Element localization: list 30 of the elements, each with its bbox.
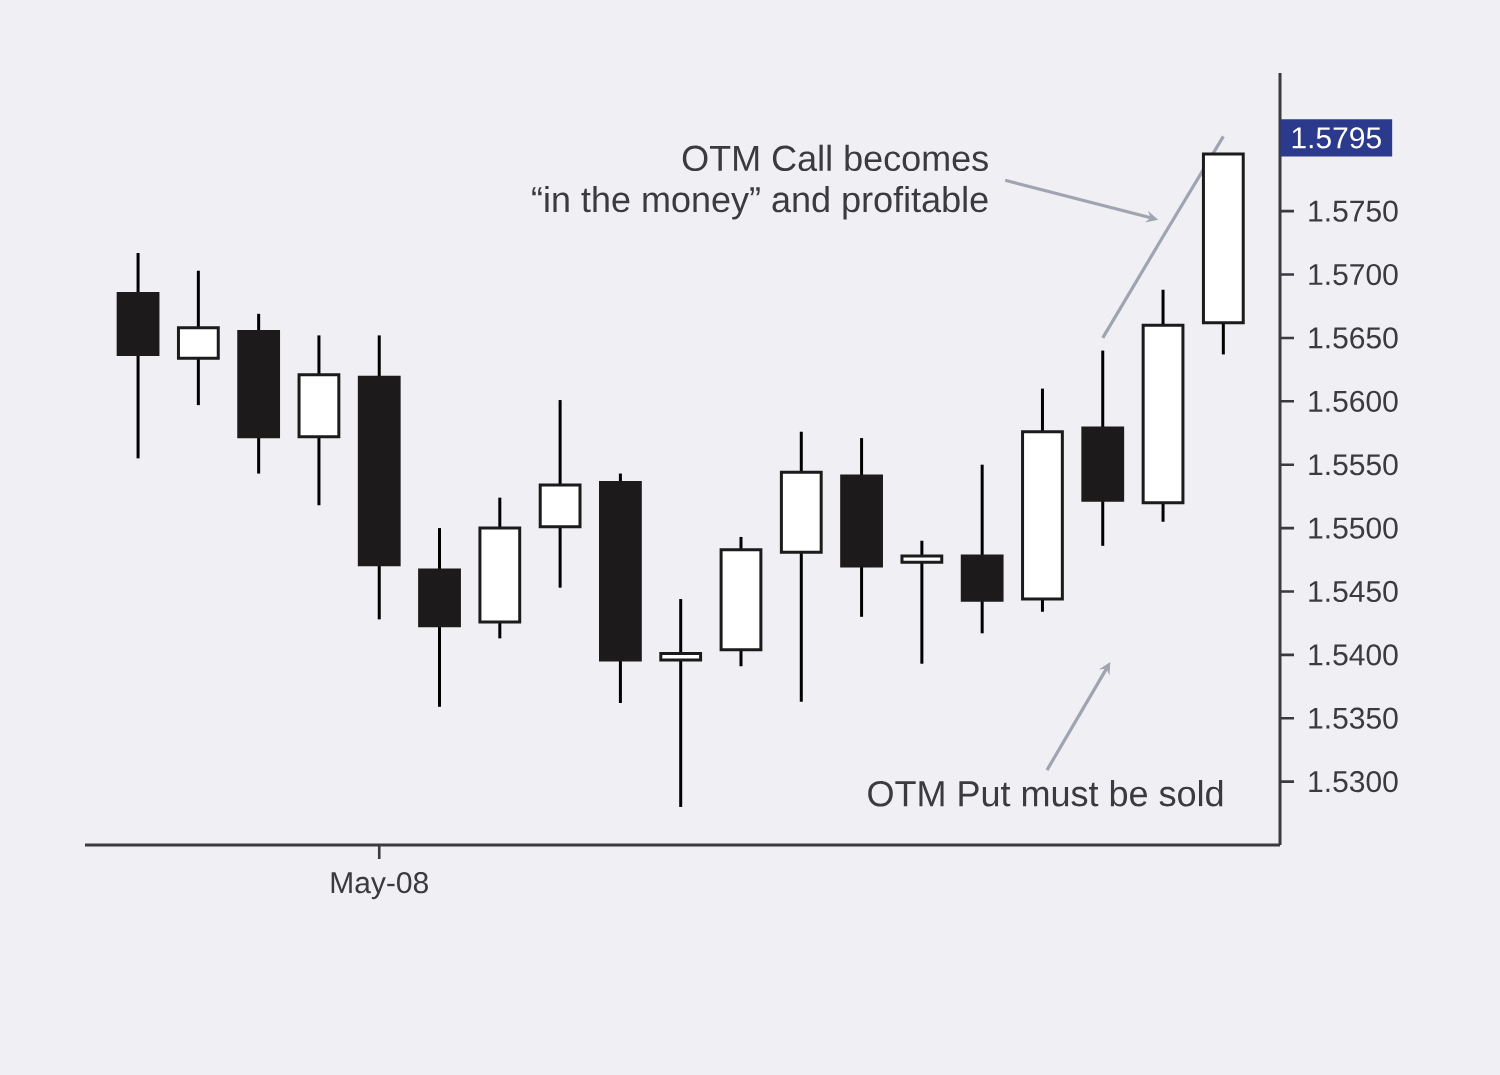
candlestick <box>237 312 281 474</box>
candlestick <box>418 528 461 707</box>
y-tick-label: 1.5550 <box>1309 454 1398 476</box>
candlestick <box>840 438 883 617</box>
candlestick <box>1081 350 1125 546</box>
candlestick <box>357 335 401 620</box>
x-tick-label: May-08 <box>331 872 428 900</box>
candlestick <box>1141 288 1185 522</box>
candlestick <box>478 497 522 639</box>
y-tick-label: 1.5700 <box>1309 263 1398 286</box>
candlestick <box>176 270 220 407</box>
annotation: OTM Put must be sold <box>868 780 1223 807</box>
candlestick <box>297 335 341 506</box>
y-tick-label: 1.5350 <box>1309 707 1398 729</box>
candlestick <box>116 253 160 459</box>
y-tick-label: 1.5500 <box>1309 517 1398 539</box>
y-tick-label: 1.5750 <box>1309 200 1398 222</box>
candlestick <box>659 599 703 807</box>
candlestick <box>960 464 1004 634</box>
text: 1.5795 <box>1292 127 1381 149</box>
y-tick-label: 1.5300 <box>1309 770 1398 793</box>
y-tick-label: 1.5650 <box>1309 327 1398 349</box>
y-tick-label: 1.5400 <box>1309 644 1398 666</box>
annotation: “in the money” and profitable <box>532 185 988 220</box>
candlestick <box>779 431 823 702</box>
y-tick-label: 1.5600 <box>1309 390 1398 412</box>
candlestick <box>1201 152 1245 355</box>
annotation: OTM Call becomes <box>682 144 988 172</box>
candlestick <box>538 400 582 588</box>
y-tick-label: 1.5450 <box>1309 580 1398 603</box>
